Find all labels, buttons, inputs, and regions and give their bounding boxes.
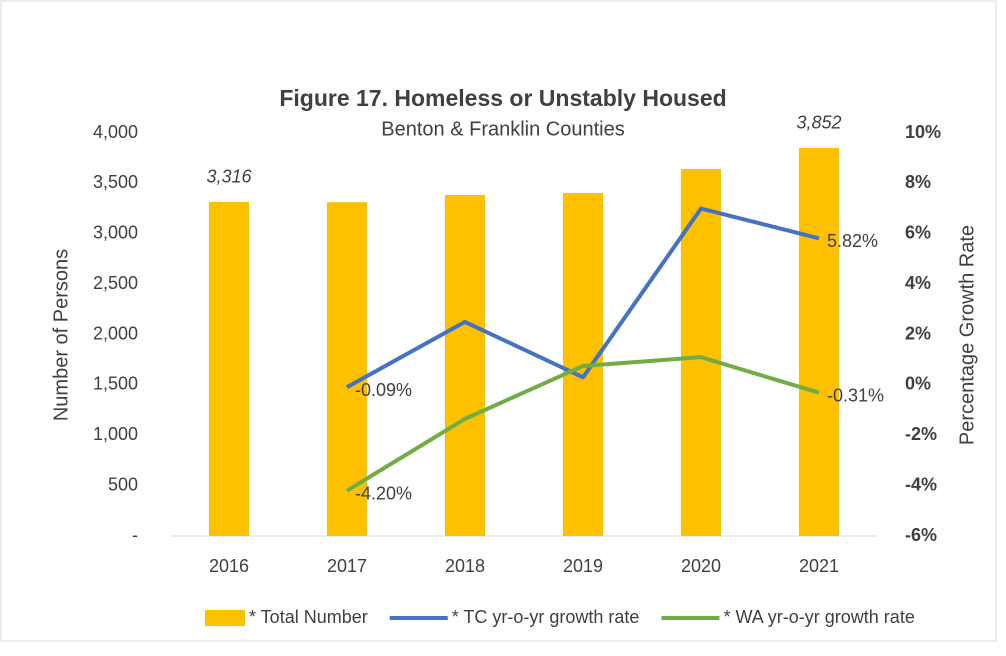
y-tick-label: 4,000 bbox=[93, 122, 138, 142]
y-tick-label: 2,000 bbox=[93, 323, 138, 343]
y2-tick-label: 0% bbox=[905, 374, 931, 394]
y-tick-label: 1,500 bbox=[93, 374, 138, 394]
data-label: 3,852 bbox=[796, 113, 841, 133]
legend-label: * WA yr-o-yr growth rate bbox=[723, 607, 914, 627]
x-tick-label: 2021 bbox=[799, 556, 839, 576]
chart-title: Figure 17. Homeless or Unstably Housed bbox=[279, 85, 726, 111]
line bbox=[346, 206, 820, 389]
legend-swatch bbox=[205, 610, 245, 626]
y2-tick-label: -6% bbox=[905, 525, 937, 545]
bar bbox=[209, 201, 249, 536]
y2-tick-label: -4% bbox=[905, 474, 937, 494]
data-label: 3,316 bbox=[206, 167, 252, 187]
data-label: -4.20% bbox=[355, 483, 412, 503]
bar bbox=[681, 168, 721, 536]
chart-subtitle: Benton & Franklin Counties bbox=[381, 118, 624, 140]
x-tick-label: 2017 bbox=[327, 556, 367, 576]
data-label: -0.31% bbox=[827, 385, 884, 405]
y2-tick-label: -2% bbox=[905, 424, 937, 444]
y2-tick-label: 6% bbox=[905, 223, 931, 243]
bar bbox=[445, 194, 485, 536]
line bbox=[345, 355, 820, 493]
y-tick-label: - bbox=[132, 525, 138, 545]
y-tick-label: 2,500 bbox=[93, 273, 138, 293]
y-tick-label: 3,500 bbox=[93, 172, 138, 192]
legend-label: * Total Number bbox=[249, 607, 368, 627]
y-tick-label: 1,000 bbox=[93, 424, 138, 444]
y-tick-label: 3,000 bbox=[93, 223, 138, 243]
x-tick-label: 2018 bbox=[445, 556, 485, 576]
y2-tick-label: 4% bbox=[905, 273, 931, 293]
y-axis-title: Number of Persons bbox=[50, 249, 72, 421]
y-tick-label: 500 bbox=[108, 474, 138, 494]
data-label: 5.82% bbox=[827, 231, 878, 251]
x-tick-label: 2016 bbox=[209, 556, 249, 576]
y2-tick-label: 2% bbox=[905, 323, 931, 343]
y2-axis-title: Percentage Growth Rate bbox=[956, 225, 978, 445]
x-tick-label: 2020 bbox=[681, 556, 721, 576]
data-label: -0.09% bbox=[355, 380, 412, 400]
legend-label: * TC yr-o-yr growth rate bbox=[452, 607, 640, 627]
y2-tick-label: 10% bbox=[905, 122, 941, 142]
x-tick-label: 2019 bbox=[563, 556, 603, 576]
bar bbox=[799, 147, 839, 536]
y2-tick-label: 8% bbox=[905, 172, 931, 192]
